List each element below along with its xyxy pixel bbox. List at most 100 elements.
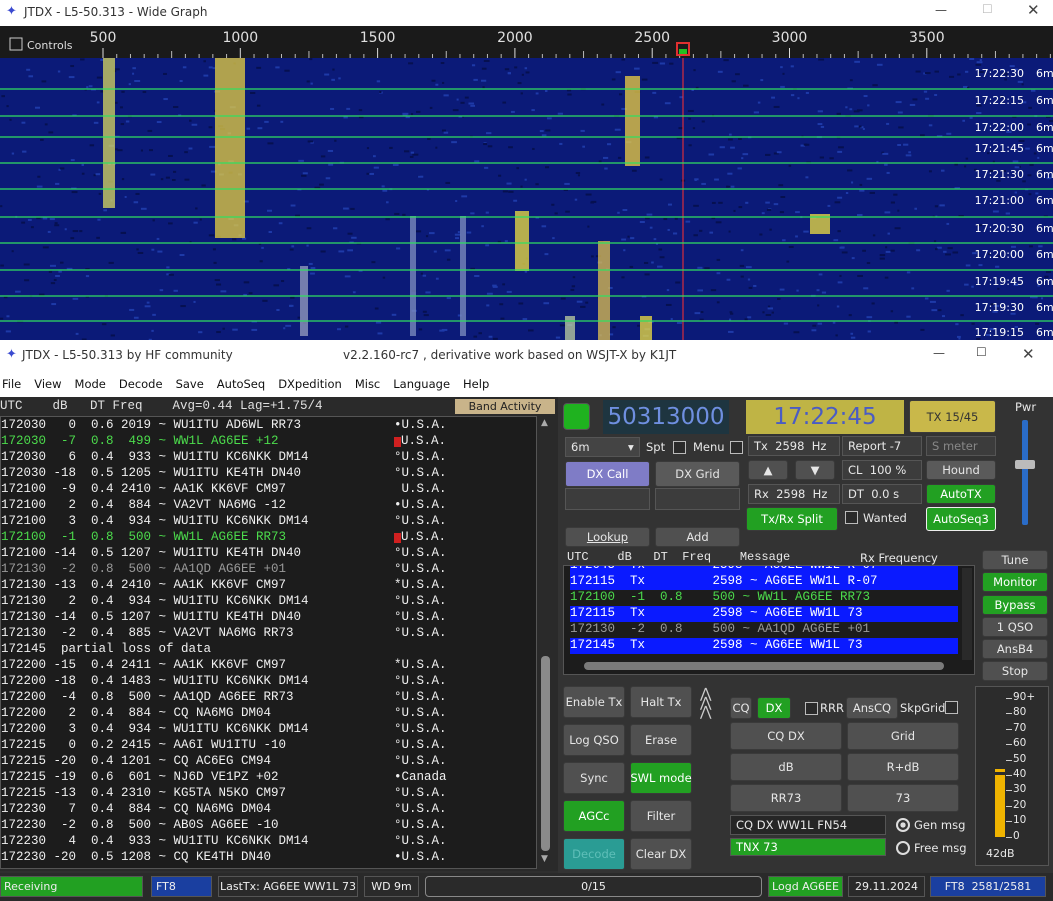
decode-line[interactable]: 172030 -7 0.8 499 ~ WW1L AG6EE +12 (1, 434, 279, 448)
bypass[interactable]: Bypass (982, 595, 1048, 615)
band-combo[interactable]: 6m (565, 437, 640, 457)
swl-mode[interactable]: SWL mode (630, 762, 692, 794)
decode-line[interactable]: 172030 -18 0.5 1205 ~ WU1ITU KE4TH DN40 (1, 466, 302, 480)
agcc[interactable]: AGCc (563, 800, 625, 832)
maximize[interactable]: ☐ (976, 345, 987, 359)
up-arrow[interactable]: ▲ (748, 460, 788, 480)
checkbox[interactable] (673, 441, 686, 454)
dt[interactable]: DT 0.0 s (842, 484, 922, 504)
menu-item[interactable]: Misc (354, 376, 381, 391)
decode-line[interactable]: 172230 7 0.4 884 ~ CQ NA6MG DM04 (1, 802, 272, 816)
menu-item[interactable]: Help (463, 376, 490, 391)
rx-scrollbar[interactable] (962, 568, 972, 660)
ansb4[interactable]: AnsB4 (982, 639, 1048, 659)
decode-line[interactable]: 172145 partial loss of data (1, 642, 212, 656)
menu-item[interactable]: Mode (74, 376, 106, 391)
erase[interactable]: Erase (630, 724, 692, 756)
decode-line[interactable]: 172130 2 0.4 934 ~ WU1ITU KC6NKK DM14 (1, 594, 309, 608)
decode[interactable]: Decode (563, 838, 625, 870)
halt-tx[interactable]: Halt Tx (630, 686, 692, 718)
close[interactable]: ✕ (1027, 1, 1040, 19)
menu-item[interactable]: DXpedition (278, 376, 342, 391)
radio[interactable] (896, 841, 910, 855)
sync[interactable]: Sync (563, 762, 625, 794)
band-dropdown[interactable]: ▾ (628, 440, 634, 454)
decode-line[interactable]: 172100 -14 0.5 1207 ~ WU1ITU KE4TH DN40 (1, 546, 302, 560)
decode-line[interactable]: 172215 -19 0.6 601 ~ NJ6D VE1PZ +02 (1, 770, 279, 784)
monitor[interactable]: Monitor (982, 572, 1048, 592)
decode-line[interactable]: 172100 3 0.4 934 ~ WU1ITU KC6NKK DM14 (1, 514, 309, 528)
minimize[interactable]: — (935, 3, 947, 17)
decode-line[interactable]: 172100 2 0.4 884 ~ VA2VT NA6MG -12 (1, 498, 287, 512)
rr73[interactable]: RR73 (730, 784, 842, 812)
filter[interactable]: Filter (630, 800, 692, 832)
one-qso[interactable]: 1 QSO (982, 617, 1048, 637)
decode-line[interactable]: 172230 -2 0.8 500 ~ AB0S AG6EE -10 (1, 818, 279, 832)
menu-item[interactable]: Save (175, 376, 204, 391)
controls-checkbox[interactable] (9, 37, 23, 51)
band-activity-button[interactable]: Band Activity (455, 399, 555, 414)
rx-line[interactable]: 172115 Tx 2598 ~ AG6EE WW1L R-07 (570, 574, 958, 590)
report[interactable]: Report -7 (842, 436, 922, 456)
scroll-down[interactable]: ▼ (541, 854, 548, 864)
checkbox[interactable] (730, 441, 743, 454)
scrollbar[interactable]: ▲ ▼ (538, 416, 553, 869)
dx-call-input[interactable] (565, 488, 650, 510)
maximize[interactable]: ☐ (982, 2, 993, 16)
dx-grid-input[interactable] (655, 488, 740, 510)
r-db[interactable]: R+dB (847, 753, 959, 781)
decode-line[interactable]: 172100 -1 0.8 500 ~ WW1L AG6EE RR73 (1, 530, 287, 544)
decode-line[interactable]: 172215 -20 0.4 1201 ~ CQ AC6EG CM94 (1, 754, 272, 768)
decode-line[interactable]: 172200 -18 0.4 1483 ~ WU1ITU KC6NKK DM14 (1, 674, 309, 688)
stop[interactable]: Stop (982, 661, 1048, 681)
autoseq[interactable]: AutoSeq3 (926, 507, 996, 531)
tune[interactable]: Tune (982, 550, 1048, 570)
rx-line[interactable]: 172145 Tx 2598 ~ AG6EE WW1L 73 (570, 638, 958, 654)
db[interactable]: dB (730, 753, 842, 781)
decode-line[interactable]: 172030 0 0.6 2019 ~ WU1ITU AD6WL RR73 (1, 418, 302, 432)
minimize[interactable]: — (933, 346, 945, 360)
scroll-up[interactable]: ▲ (541, 418, 548, 428)
menu-item[interactable]: AutoSeq (216, 376, 266, 391)
tx-frequency[interactable]: Tx 2598 Hz (748, 436, 840, 456)
decode-line[interactable]: 172230 -20 0.5 1208 ~ CQ KE4TH DN40 (1, 850, 272, 864)
dx-grid-button[interactable]: DX Grid (655, 461, 740, 487)
anscq[interactable]: AnsCQ (846, 697, 898, 719)
scroll-thumb[interactable] (541, 656, 550, 851)
rx-line[interactable]: 172045 Tx 2598 ~ AG6EE WW1L R-07 (570, 566, 958, 574)
tx-rx-split[interactable]: Tx/Rx Split (746, 507, 838, 531)
decode-line[interactable]: 172230 4 0.4 933 ~ WU1ITU KC6NKK DM14 (1, 834, 309, 848)
decode-line[interactable]: 172200 2 0.4 884 ~ CQ NA6MG DM04 (1, 706, 272, 720)
grid[interactable]: Grid (847, 722, 959, 750)
checkbox[interactable] (945, 701, 958, 714)
decode-line[interactable]: 172215 0 0.2 2415 ~ AA6I WU1ITU -10 (1, 738, 287, 752)
rx-line[interactable]: 172115 Tx 2598 ~ AG6EE WW1L 73 (570, 606, 958, 622)
decode-line[interactable]: 172130 -13 0.4 2410 ~ AA1K KK6VF CM97 (1, 578, 287, 592)
hound[interactable]: Hound (926, 460, 996, 480)
dx[interactable]: DX (757, 697, 791, 719)
dx-call-button[interactable]: DX Call (565, 461, 650, 487)
decode-line[interactable]: 172030 6 0.4 933 ~ WU1ITU KC6NKK DM14 (1, 450, 309, 464)
decode-line[interactable]: 172215 -13 0.4 2310 ~ KG5TA N5KO CM97 (1, 786, 287, 800)
checkbox[interactable] (845, 511, 858, 524)
decode-line[interactable]: 172200 3 0.4 934 ~ WU1ITU KC6NKK DM14 (1, 722, 309, 736)
swap-arrows[interactable]: ⋀ ⋀ ⋀ (700, 686, 712, 720)
menu-item[interactable]: Language (393, 376, 451, 391)
decode-line[interactable]: 172100 -9 0.4 2410 ~ AA1K KK6VF CM97 (1, 482, 287, 496)
m73[interactable]: 73 (847, 784, 959, 812)
cl[interactable]: CL 100 % (842, 460, 922, 480)
rx-frequency[interactable]: Rx 2598 Hz (748, 484, 840, 504)
menu-item[interactable]: View (34, 376, 62, 391)
log-qso[interactable]: Log QSO (563, 724, 625, 756)
down-arrow[interactable]: ▼ (795, 460, 835, 480)
checkbox[interactable] (805, 702, 818, 715)
decode-line[interactable]: 172200 -4 0.8 500 ~ AA1QD AG6EE RR73 (1, 690, 294, 704)
rx-line[interactable]: 172100 -1 0.8 500 ~ WW1L AG6EE RR73 (570, 590, 871, 604)
decode-line[interactable]: 172130 -2 0.8 500 ~ AA1QD AG6EE +01 (1, 562, 287, 576)
enable-tx[interactable]: Enable Tx (563, 686, 625, 718)
radio[interactable] (896, 818, 910, 832)
cq[interactable]: CQ (730, 697, 752, 719)
menu-item[interactable]: File (2, 376, 22, 391)
rx-line[interactable]: 172130 -2 0.8 500 ~ AA1QD AG6EE +01 (570, 622, 871, 636)
pwr-handle[interactable] (1015, 460, 1035, 469)
